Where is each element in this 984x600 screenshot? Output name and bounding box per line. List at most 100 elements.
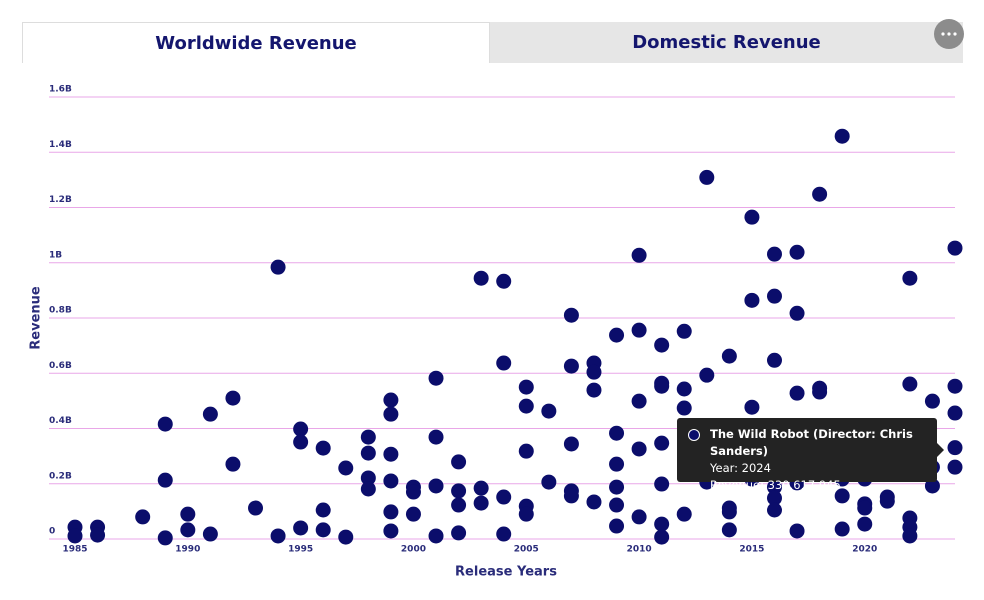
point xyxy=(654,378,670,394)
more-button[interactable] xyxy=(934,19,964,49)
point xyxy=(766,479,782,495)
point xyxy=(586,494,602,510)
y-tick-label: 0.2B xyxy=(49,471,72,481)
x-axis-title: Release Years xyxy=(455,565,557,580)
point xyxy=(676,323,692,339)
point xyxy=(947,378,963,394)
point xyxy=(496,526,512,542)
point xyxy=(270,528,286,544)
point xyxy=(518,506,534,522)
point xyxy=(947,440,963,456)
y-tick-label: 0.8B xyxy=(49,306,72,316)
point xyxy=(654,529,670,545)
point xyxy=(766,502,782,518)
point xyxy=(834,521,850,537)
point xyxy=(360,429,376,445)
point xyxy=(631,393,647,409)
point xyxy=(924,478,940,494)
more-dot xyxy=(941,32,945,36)
point xyxy=(631,322,647,338)
point xyxy=(270,259,286,275)
point xyxy=(721,522,737,538)
point xyxy=(293,434,309,450)
x-tick-label: 2020 xyxy=(852,545,877,555)
y-tick-label: 1.4B xyxy=(49,140,72,150)
y-tick-label: 0 xyxy=(49,527,55,537)
x-tick-label: 2000 xyxy=(401,545,426,555)
point xyxy=(586,364,602,380)
point xyxy=(383,523,399,539)
point xyxy=(473,270,489,286)
point xyxy=(812,384,828,400)
point xyxy=(360,470,376,486)
point xyxy=(902,270,918,286)
x-tick-label: 1985 xyxy=(62,545,87,555)
point xyxy=(902,376,918,392)
point xyxy=(789,385,805,401)
x-tick-label: 1990 xyxy=(175,545,200,555)
point xyxy=(812,186,828,202)
point xyxy=(676,506,692,522)
tab-worldwide[interactable]: Worldwide Revenue xyxy=(22,22,490,63)
point xyxy=(676,381,692,397)
point xyxy=(202,406,218,422)
point xyxy=(654,476,670,492)
point xyxy=(451,497,467,513)
point xyxy=(631,509,647,525)
point xyxy=(428,478,444,494)
y-tick-label: 0.4B xyxy=(49,416,72,426)
point xyxy=(360,481,376,497)
tooltip-marker xyxy=(688,429,700,441)
tooltip: The Wild Robot (Director: Chris Sanders)… xyxy=(677,418,944,492)
point xyxy=(857,516,873,532)
point xyxy=(360,445,376,461)
point xyxy=(473,495,489,511)
point xyxy=(157,416,173,432)
point xyxy=(789,305,805,321)
point xyxy=(609,425,625,441)
point xyxy=(699,367,715,383)
point xyxy=(496,273,512,289)
point xyxy=(451,483,467,499)
point xyxy=(631,247,647,263)
point xyxy=(135,509,151,525)
point xyxy=(947,240,963,256)
point xyxy=(383,392,399,408)
point xyxy=(225,456,241,472)
point xyxy=(563,307,579,323)
point xyxy=(496,355,512,371)
point xyxy=(721,348,737,364)
point xyxy=(428,429,444,445)
more-dot xyxy=(947,32,951,36)
more-dot xyxy=(953,32,957,36)
point xyxy=(789,523,805,539)
point xyxy=(789,244,805,260)
point xyxy=(248,500,264,516)
point xyxy=(383,504,399,520)
point xyxy=(766,352,782,368)
point xyxy=(699,169,715,185)
tooltip-line: Revenue: 330,617,945 xyxy=(710,478,841,492)
tooltip-title: The Wild Robot (Director: Chris Sanders) xyxy=(710,427,913,458)
tab-domestic[interactable]: Domestic Revenue xyxy=(490,22,963,63)
point xyxy=(202,526,218,542)
tooltip-line: Year: 2024 xyxy=(710,461,771,475)
x-tick-label: 2010 xyxy=(627,545,652,555)
point xyxy=(180,506,196,522)
point xyxy=(834,488,850,504)
y-tick-label: 0.6B xyxy=(49,361,72,371)
point xyxy=(766,246,782,262)
point xyxy=(383,446,399,462)
point xyxy=(654,516,670,532)
point xyxy=(766,288,782,304)
point xyxy=(609,479,625,495)
point xyxy=(338,529,354,545)
point xyxy=(541,403,557,419)
point xyxy=(654,435,670,451)
x-tick-label: 2015 xyxy=(739,545,764,555)
point xyxy=(609,497,625,513)
point xyxy=(315,522,331,538)
point xyxy=(473,480,489,496)
point xyxy=(609,327,625,343)
y-tick-label: 1.2B xyxy=(49,195,72,205)
